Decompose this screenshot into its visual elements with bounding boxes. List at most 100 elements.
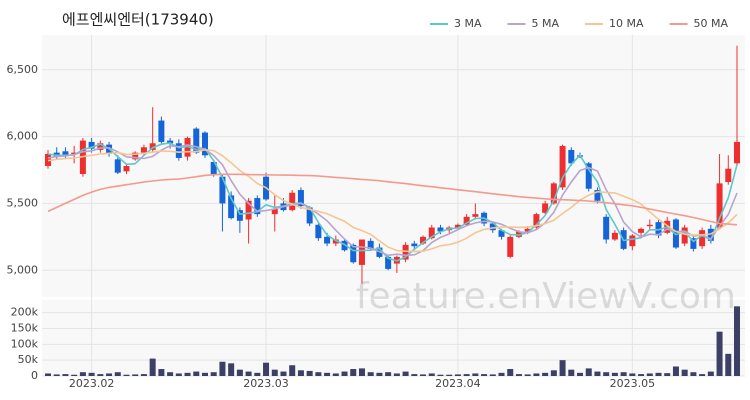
volume-bar <box>428 373 435 376</box>
volume-bar <box>420 374 427 376</box>
candle-body <box>175 143 182 158</box>
volume-bar <box>123 374 130 376</box>
volume-bar <box>481 374 488 376</box>
volume-bar <box>568 369 575 376</box>
volume-bar <box>524 374 531 376</box>
candle-body <box>149 143 156 150</box>
volume-bar <box>725 353 732 376</box>
volume-bar <box>263 362 270 376</box>
volume-bar <box>289 365 296 376</box>
volume-bar <box>559 360 566 376</box>
y-tick-label: 5,500 <box>7 196 39 209</box>
volume-bar <box>515 374 522 376</box>
candle-body <box>672 219 679 248</box>
candle-body <box>158 120 165 142</box>
candle-body <box>306 207 313 224</box>
ma-line <box>47 148 738 253</box>
candle-body <box>140 147 147 153</box>
volume-bar <box>577 372 584 376</box>
volume-bar <box>655 372 662 376</box>
y-tick-label: 5,000 <box>7 263 39 276</box>
volume-bar <box>88 372 95 376</box>
volume-bar <box>167 372 174 376</box>
volume-bar <box>114 372 121 376</box>
candle-body <box>193 128 200 153</box>
candle-body <box>358 239 365 265</box>
volume-bar <box>393 373 400 376</box>
volume-bar <box>507 369 514 376</box>
volume-bar <box>542 372 549 376</box>
candle-body <box>271 208 278 215</box>
price-panel <box>42 35 745 297</box>
ma-line <box>47 142 738 262</box>
candle-body <box>236 210 243 221</box>
x-tick-label: 2023.05 <box>610 377 656 390</box>
volume-bar <box>106 373 113 376</box>
volume-bar <box>315 372 322 376</box>
candle-body <box>254 198 261 215</box>
candle-body <box>332 239 339 244</box>
volume-bar <box>193 371 200 376</box>
volume-bar <box>184 372 191 376</box>
volume-bar <box>454 374 461 376</box>
candle-body <box>524 228 531 232</box>
volume-bar <box>97 374 104 376</box>
candle-body <box>123 166 130 172</box>
candle-body <box>594 190 601 201</box>
candle-body <box>568 149 575 164</box>
y-tick-label: 6,000 <box>7 130 39 143</box>
volume-bar <box>271 369 278 376</box>
candle-body <box>114 159 121 173</box>
candle-body <box>132 152 139 160</box>
volume-bar <box>228 363 235 376</box>
watermark: feature.enViewV.com <box>356 276 736 317</box>
candle-body <box>681 227 688 244</box>
candle-body <box>245 200 252 220</box>
candle-body <box>463 216 470 225</box>
y-tick-label: 0 <box>31 369 38 382</box>
volume-bar <box>402 371 409 376</box>
volume-bar <box>585 368 592 376</box>
volume-bar <box>132 374 139 376</box>
candle-body <box>367 240 374 249</box>
volume-bar <box>690 372 697 376</box>
volume-bar <box>53 374 60 376</box>
volume-bar <box>646 373 653 376</box>
candle-body <box>228 195 235 219</box>
volume-bar <box>638 374 645 376</box>
candle-body <box>97 143 104 150</box>
x-tick-label: 2023.03 <box>243 377 289 390</box>
volume-bar <box>603 372 610 376</box>
volume-bar <box>629 373 636 376</box>
candle-body <box>707 228 714 241</box>
x-tick-label: 2023.04 <box>435 377 481 390</box>
volume-bar <box>734 306 740 376</box>
y-tick-label: 150k <box>11 322 39 335</box>
volume-bar <box>306 370 313 376</box>
candle-body <box>411 243 418 247</box>
volume-bar <box>219 361 226 376</box>
candle-body <box>716 183 723 228</box>
candle-body <box>690 238 697 249</box>
volume-bar <box>498 372 505 376</box>
volume-bar <box>707 371 714 376</box>
chart-title: 에프엔씨엔터(173940) <box>62 11 214 29</box>
volume-bar <box>594 371 601 376</box>
volume-bar <box>175 373 182 376</box>
candle-body <box>638 228 645 233</box>
volume-bar <box>437 374 444 376</box>
candle-body <box>725 168 732 183</box>
ma-line <box>47 144 738 257</box>
candle-body <box>201 132 208 156</box>
candle-body <box>315 224 322 239</box>
volume-bar <box>45 373 51 376</box>
volume-bar <box>140 374 147 376</box>
candle-body <box>559 145 566 188</box>
candle-body <box>324 236 331 244</box>
volume-bar <box>367 372 374 376</box>
candle-body <box>184 137 191 157</box>
legend-label: 10 MA <box>609 17 644 30</box>
legend-label: 3 MA <box>454 17 482 30</box>
volume-bar <box>324 372 331 376</box>
volume-bar <box>620 372 627 376</box>
